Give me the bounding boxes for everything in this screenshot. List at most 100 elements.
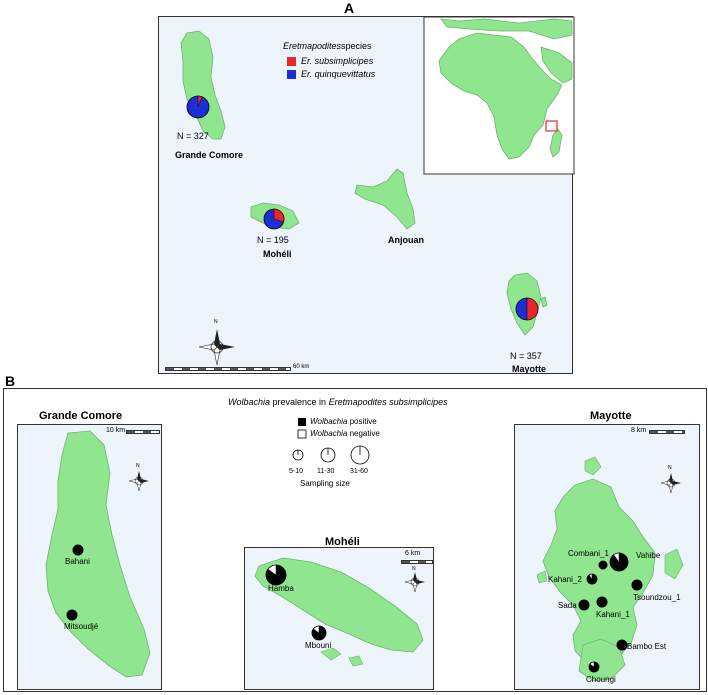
legend-negative-rest: negative — [347, 429, 380, 438]
pie-bambo-est — [616, 639, 628, 651]
legend-swatch-positive — [298, 418, 306, 426]
title-italic-2: Eretmapodites subsimplicipes — [328, 397, 448, 407]
africa-landmass — [438, 32, 563, 160]
compass-rose-gc — [128, 471, 149, 492]
site-label-tsoundzou-1: Tsoundzou_1 — [633, 593, 681, 602]
legend-swatch-quinquevittatus — [287, 70, 296, 79]
n-label-moheli: N = 195 — [257, 235, 289, 245]
panel-b-title: Wolbachia prevalence in Eretmapodites su… — [228, 397, 448, 407]
scale-bar-a — [165, 367, 291, 371]
pie-ma-combani-slice — [598, 560, 608, 570]
n-label-grande-comore: N = 327 — [177, 131, 209, 141]
pie-moheli — [263, 208, 285, 230]
title-italic-1: Wolbachia — [228, 397, 271, 407]
legend-title-rest: species — [341, 41, 372, 51]
island-label-moheli: Mohéli — [263, 249, 292, 259]
island-label-mayotte: Mayotte — [512, 364, 547, 374]
pie-choungi — [588, 661, 600, 673]
pie-mbouni — [311, 625, 327, 641]
study-area-highlight — [545, 120, 558, 132]
panel-a-letter: A — [344, 0, 355, 16]
legend-swatch-subsimplicipes — [287, 57, 296, 66]
island-label-grande-comore: Grande Comore — [175, 150, 244, 160]
petite-terre-island — [540, 296, 548, 308]
site-label-choungi: Choungi — [586, 675, 616, 684]
pie-ma-bambo-slice — [616, 639, 628, 651]
pie-mayotte — [515, 297, 539, 321]
pie-kahani-2 — [586, 573, 598, 585]
map-title-mayotte: Mayotte — [590, 410, 632, 422]
pie-bahani-slice — [72, 544, 84, 556]
legend-title-italic: Eretmapodites — [283, 41, 342, 51]
site-label-hamba: Hamba — [268, 584, 294, 593]
legend-positive-italic: Wolbachia — [310, 417, 348, 426]
n-label-mayotte: N = 357 — [510, 351, 542, 361]
pie-ma-sada-slice — [578, 599, 590, 611]
legend-positive: Wolbachia positive — [310, 417, 377, 426]
size-label-medium: 11-30 — [317, 468, 335, 475]
scale-bar-gc — [126, 430, 160, 434]
pie-mbouni-slice — [311, 625, 327, 641]
submap-mayotte: 8 km N Combani_1 Vahibe Kahani_2 Tsoundz… — [514, 424, 700, 690]
pie-ma-choungi-slice — [588, 661, 600, 673]
site-label-mitsoudje: Mitsoudjé — [64, 622, 99, 631]
legend-negative-italic: Wolbachia — [310, 429, 348, 438]
grande-comore-detail-island — [45, 430, 151, 678]
moheli-detail-island — [254, 557, 424, 653]
compass-rose-a — [198, 329, 235, 366]
title-mid: prevalence in — [270, 397, 329, 407]
panel-b-frame: Wolbachia prevalence in Eretmapodites su… — [3, 388, 707, 692]
pie-sada — [578, 599, 590, 611]
pie-tsoundzou-1 — [631, 579, 643, 591]
site-label-mbouni: Mbouni — [305, 641, 332, 650]
site-label-kahani-1: Kahani_1 — [596, 610, 630, 619]
panel-b-legend-svg — [292, 418, 370, 465]
moheli-islet-2 — [348, 655, 364, 667]
site-label-sada: Sada — [558, 601, 577, 610]
anjouan-island — [354, 168, 416, 230]
site-label-vahibe: Vahibe — [636, 551, 661, 560]
legend-swatch-negative — [297, 429, 307, 439]
pie-ma-kahani1-slice — [596, 596, 608, 608]
pie-vahibe — [609, 552, 629, 572]
site-label-bambo-est: Bambo Est — [627, 642, 667, 651]
north-label-gc: N — [136, 463, 140, 469]
pie-mitsoudje — [66, 609, 78, 621]
legend-label-subsimplicipes: Er. subsimplicipes — [301, 56, 374, 66]
pie-ma-kahani2-slice — [586, 573, 598, 585]
site-label-kahani-2: Kahani_2 — [548, 575, 582, 584]
arabia-landmass — [540, 46, 573, 84]
petite-terre-detail — [664, 548, 684, 580]
scale-bar-mayotte — [649, 430, 685, 434]
north-label-mayotte: N — [668, 465, 672, 471]
scale-label-moheli: 6 km — [405, 550, 421, 557]
pie-hamba-slice — [265, 564, 287, 586]
pie-grande-comore-slice — [197, 95, 203, 108]
madagascar-landmass — [549, 128, 563, 158]
site-label-bahani: Bahani — [65, 557, 90, 566]
pie-ma-tsoundzou-slice — [631, 579, 643, 591]
scale-label-mayotte: 8 km — [631, 427, 647, 434]
size-legend-large — [350, 445, 370, 465]
panel-b-letter: B — [5, 373, 16, 389]
mayotte-north-islet — [584, 456, 602, 476]
size-label-small: 5-10 — [289, 468, 304, 475]
submap-moheli-svg — [254, 557, 425, 667]
europe-landmass — [440, 18, 573, 40]
scale-label-gc: 10 km — [106, 427, 126, 434]
panel-a-svg — [180, 16, 575, 366]
submap-grande-comore: 10 km N Bahani Mitsoudjé — [17, 424, 162, 690]
size-legend-small — [292, 449, 304, 461]
compass-rose-mayotte — [660, 473, 681, 494]
pie-grande-comore — [186, 95, 210, 119]
site-label-combani-1: Combani_1 — [568, 549, 609, 558]
pie-moheli-slice — [273, 208, 285, 223]
pie-mitsoudje-slice — [66, 609, 78, 621]
north-label-moheli: N — [412, 566, 416, 572]
island-label-anjouan: Anjouan — [388, 235, 424, 245]
map-title-grande-comore: Grande Comore — [39, 410, 123, 422]
pie-mayotte-slice — [526, 297, 539, 321]
map-title-moheli: Mohéli — [325, 536, 360, 548]
panel-a-map: Eretmapodites species Er. subsimplicipes… — [158, 16, 575, 374]
mayotte-west-islet — [536, 570, 548, 584]
